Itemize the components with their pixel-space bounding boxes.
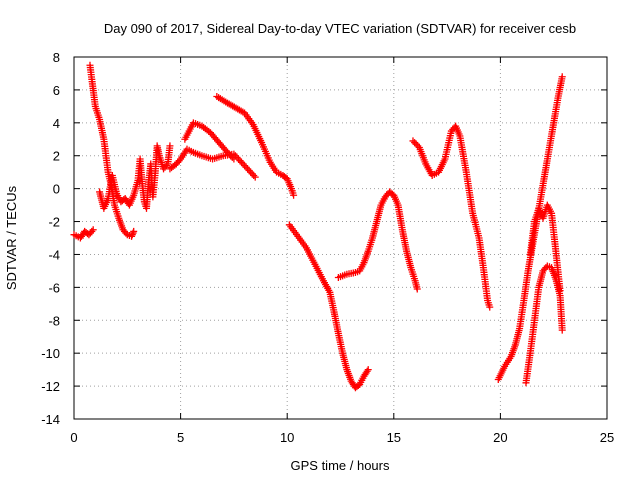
y-tick-label: 0 <box>53 182 60 197</box>
data-point-marker <box>230 155 238 163</box>
data-point-marker <box>363 367 371 375</box>
data-point-marker <box>166 142 174 150</box>
grid-lines <box>74 57 607 419</box>
x-tick-label: 25 <box>600 430 614 445</box>
x-tick-label: 10 <box>280 430 294 445</box>
y-tick-label: 2 <box>53 149 60 164</box>
data-point-marker <box>227 152 235 160</box>
y-tick-label: -6 <box>48 280 60 295</box>
y-axis-label: SDTVAR / TECUs <box>4 185 19 290</box>
data-point-marker <box>175 157 183 165</box>
data-point-marker <box>128 231 136 239</box>
data-point-marker <box>224 148 232 156</box>
y-tick-label: 8 <box>53 50 60 65</box>
y-tick-label: -8 <box>48 313 60 328</box>
data-point-marker <box>251 173 259 181</box>
data-point-marker <box>244 165 252 173</box>
data-point-marker <box>364 366 372 374</box>
x-tick-label: 5 <box>177 430 184 445</box>
data-point-marker <box>225 150 233 158</box>
data-point-marker <box>414 142 422 150</box>
x-axis-tick-labels: 0 5 10 15 20 25 <box>70 430 614 445</box>
y-axis-tick-labels: -14 -12 -10 -8 -6 -4 -2 0 2 4 6 8 <box>41 50 60 427</box>
y-tick-label: -12 <box>41 379 60 394</box>
x-tick-label: 0 <box>70 430 77 445</box>
data-point-marker <box>556 287 564 295</box>
x-axis-label: GPS time / hours <box>291 458 390 473</box>
data-point-marker <box>238 158 246 166</box>
data-point-marker <box>88 227 96 235</box>
data-point-marker <box>222 147 230 155</box>
y-tick-label: -2 <box>48 215 60 230</box>
data-point-marker <box>248 170 256 178</box>
data-point-marker <box>241 162 249 170</box>
data-point-marker <box>162 162 170 170</box>
y-tick-label: -4 <box>48 247 60 262</box>
y-tick-label: -14 <box>41 412 60 427</box>
chart-title: Day 090 of 2017, Sidereal Day-to-day VTE… <box>104 21 576 36</box>
data-point-marker <box>558 73 566 81</box>
data-point-marker <box>128 232 136 240</box>
data-point-marker <box>242 163 250 171</box>
data-point-marker <box>130 227 138 235</box>
data-point-marker <box>486 303 494 311</box>
data-point-marker <box>411 139 419 147</box>
axis-ticks <box>73 56 608 420</box>
y-tick-label: 4 <box>53 116 60 131</box>
data-point-marker <box>247 168 255 176</box>
data-point-marker <box>250 171 258 179</box>
y-tick-label: -10 <box>41 346 60 361</box>
x-tick-label: 15 <box>387 430 401 445</box>
data-point-marker <box>236 157 244 165</box>
data-point-marker <box>290 191 298 199</box>
x-tick-label: 20 <box>493 430 507 445</box>
y-tick-label: 6 <box>53 83 60 98</box>
data-series <box>70 61 566 392</box>
data-point-marker <box>239 160 247 168</box>
data-point-marker <box>129 229 137 237</box>
data-point-marker <box>409 137 417 145</box>
data-point-marker <box>89 226 97 234</box>
data-point-marker <box>412 140 420 148</box>
data-point-marker <box>122 229 130 237</box>
data-point-marker <box>413 285 421 293</box>
data-point-marker <box>228 153 236 161</box>
data-point-marker <box>245 167 253 175</box>
data-point-marker <box>558 326 566 334</box>
